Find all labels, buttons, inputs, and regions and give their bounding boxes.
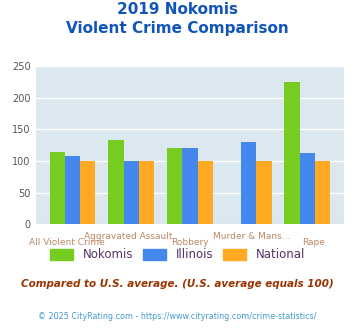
- Bar: [139, 161, 154, 224]
- Text: Violent Crime Comparison: Violent Crime Comparison: [66, 21, 289, 36]
- Text: © 2025 CityRating.com - https://www.cityrating.com/crime-statistics/: © 2025 CityRating.com - https://www.city…: [38, 312, 317, 321]
- Bar: [198, 161, 213, 224]
- Text: Compared to U.S. average. (U.S. average equals 100): Compared to U.S. average. (U.S. average …: [21, 279, 334, 289]
- Text: All Violent Crime: All Violent Crime: [28, 238, 104, 247]
- Text: 2019 Nokomis: 2019 Nokomis: [117, 2, 238, 16]
- Bar: [167, 148, 182, 224]
- Bar: [108, 140, 124, 224]
- Bar: [284, 82, 300, 224]
- Bar: [300, 153, 315, 224]
- Bar: [80, 161, 95, 224]
- Text: Rape: Rape: [302, 238, 325, 247]
- Legend: Nokomis, Illinois, National: Nokomis, Illinois, National: [45, 244, 310, 266]
- Text: Murder & Mans...: Murder & Mans...: [213, 232, 290, 241]
- Text: Robbery: Robbery: [171, 238, 209, 247]
- Bar: [124, 161, 139, 224]
- Bar: [50, 152, 65, 224]
- Text: Aggravated Assault: Aggravated Assault: [84, 232, 173, 241]
- Bar: [182, 148, 198, 224]
- Bar: [241, 142, 256, 224]
- Bar: [65, 156, 80, 224]
- Bar: [315, 161, 330, 224]
- Bar: [256, 161, 272, 224]
